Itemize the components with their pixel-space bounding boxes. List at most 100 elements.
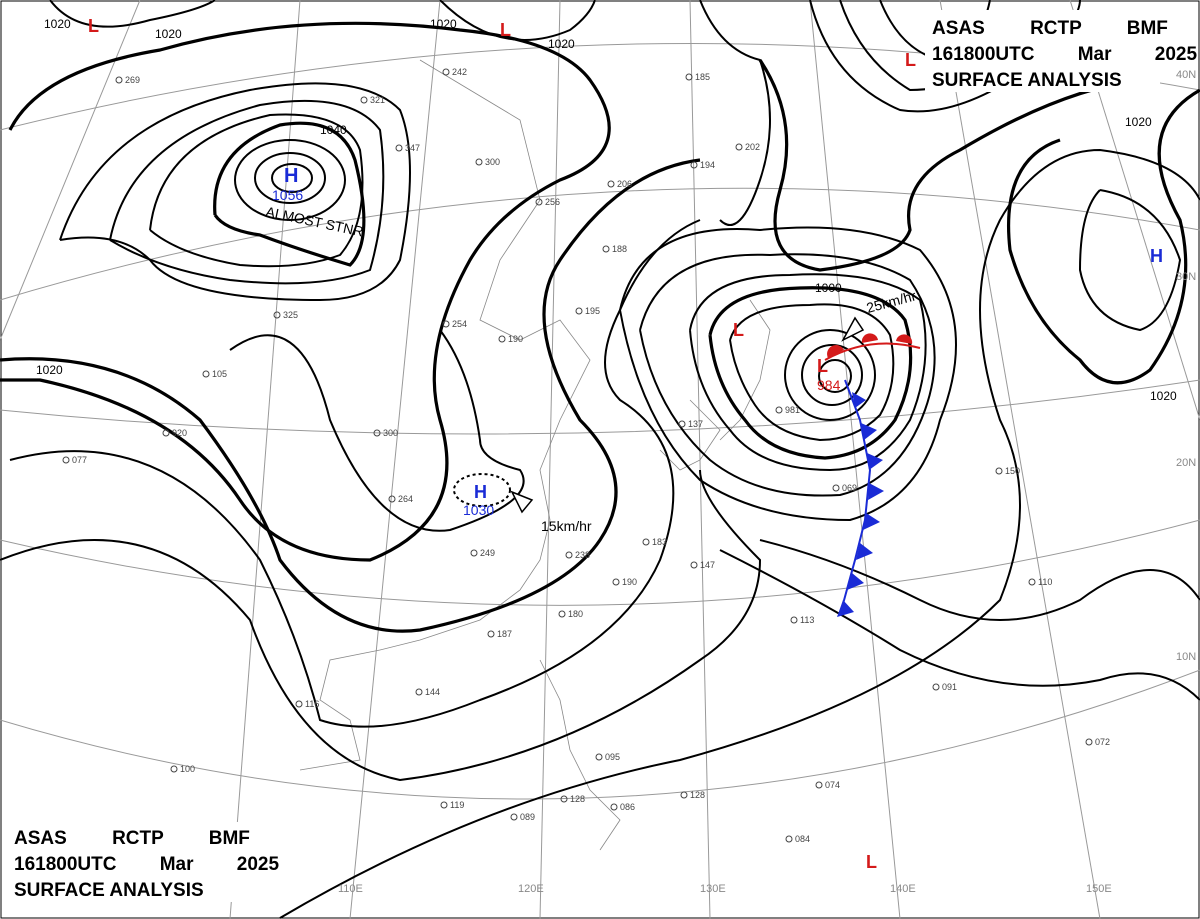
longitude-label: 130E [700,883,726,895]
low-symbol: L [500,20,511,40]
header-line: 161800UTC Mar 2025 [932,44,1197,65]
station-pressure: 190 [508,334,523,344]
header-line: ASAS RCTP BMF [932,18,1168,39]
station-pressure: 300 [485,157,500,167]
front-symbol [868,483,884,500]
latitude-line [0,669,1200,800]
front-symbol [863,513,880,530]
station-pressure: 150 [1005,466,1020,476]
station-pressure: 242 [452,67,467,77]
header-line: SURFACE ANALYSIS [932,70,1122,91]
station-marker [388,495,396,503]
station-marker [815,781,823,789]
station-marker [395,144,403,152]
station-marker [295,700,303,708]
pressure-value: 1056 [272,187,303,203]
station-pressure: 264 [398,494,413,504]
station-pressure: 194 [700,160,715,170]
station-marker [602,245,610,253]
isobar [254,152,326,204]
header-line: SURFACE ANALYSIS [14,880,204,901]
isobar [639,253,936,497]
header-line: ASAS RCTP BMF [14,828,250,849]
isobar [0,21,611,562]
isobar [758,59,1141,272]
meridian [809,0,901,919]
header-box [925,10,1160,92]
station-marker [607,180,615,188]
header-box [8,822,273,902]
low-symbol: L [88,16,99,36]
station-marker [373,429,381,437]
station-pressure: 920 [172,428,187,438]
station-marker [360,96,368,104]
station-marker [832,484,840,492]
station-pressure: 144 [425,687,440,697]
front-symbol [861,423,877,440]
coastline [659,399,721,471]
isobar [719,549,1200,701]
isobar-label: 1020 [155,27,182,41]
front-symbol [827,345,844,358]
low-symbol: L [866,852,877,872]
isobar-label: 1000 [815,281,842,295]
station-pressure: 202 [745,142,760,152]
station-marker [475,158,483,166]
pressure-centers: H 1056 H 1030 L 984 H L L L L L [88,16,1163,872]
isobar-label: 1020 [430,17,457,31]
isobar [271,163,313,193]
station-pressure: 300 [383,428,398,438]
latitude-line [0,519,1200,606]
station-marker [995,467,1003,475]
station-pressure: 091 [942,682,957,692]
station-marker [162,429,170,437]
station-marker [1085,738,1093,746]
station-pressure: 321 [370,95,385,105]
isobar [784,329,876,421]
station-marker [273,311,281,319]
isobar [1078,189,1182,332]
station-pressure: 137 [688,419,703,429]
station-pressure: 105 [212,369,227,379]
station-marker [595,753,603,761]
isobar [0,469,762,782]
coastline [299,59,591,771]
coastline [719,299,771,441]
station-marker [642,538,650,546]
station-pressure: 084 [795,834,810,844]
station-pressure: 187 [497,629,512,639]
cold-front [839,379,872,616]
low-symbol: L [817,356,828,376]
station-marker [680,791,688,799]
meridian [349,0,441,919]
front-symbol [896,334,913,344]
longitude-label: 140E [890,883,916,895]
station-pressure: 325 [283,310,298,320]
high-symbol: H [284,165,298,187]
isobar [229,329,525,532]
station-marker [690,161,698,169]
station-marker [535,198,543,206]
isobar [619,226,957,522]
station-marker [735,143,743,151]
header-top: ASAS RCTP BMF 161800UTC Mar 2025 SURFACE… [925,10,1197,92]
station-pressure: 180 [568,609,583,619]
stations: 269 242 321 347 300 256 206 185 202 194 188 195 254 1… [62,67,1110,844]
front-symbol [867,453,883,470]
pressure-value: 984 [817,377,841,393]
geo-labels: 40N 30N 20N 10N 110E 120E 130E 140E 150E [338,69,1196,895]
isobar [234,139,346,221]
station-pressure: 128 [690,790,705,800]
front-symbol [847,573,864,590]
station-pressure: 347 [405,143,420,153]
station-marker [558,610,566,618]
station-marker [115,76,123,84]
isobar [729,303,895,442]
station-pressure: 249 [480,548,495,558]
station-pressure: 086 [620,802,635,812]
station-pressure: 095 [605,752,620,762]
station-marker [510,813,518,821]
station-pressure: 269 [125,75,140,85]
isobar [109,99,385,285]
